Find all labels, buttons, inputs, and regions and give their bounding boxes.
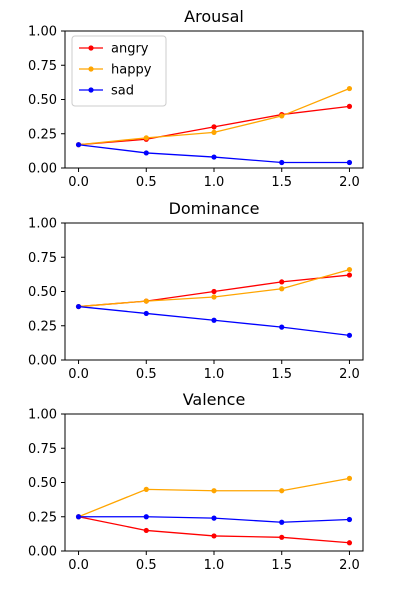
y-tick-label: 1.00	[28, 217, 57, 232]
data-point-happy	[211, 129, 217, 135]
y-tick-label: 1.00	[28, 408, 57, 423]
series-line-sad	[78, 144, 350, 164]
x-tick-label: 1.0	[204, 175, 225, 190]
y-tick-label: 0.75	[28, 59, 57, 74]
data-point-happy	[279, 488, 285, 494]
x-tick-label: 0.5	[136, 558, 157, 573]
data-point-happy	[346, 85, 353, 92]
data-point-sad	[211, 154, 217, 160]
x-tick-label: 1.0	[204, 558, 225, 573]
data-point-sad	[279, 324, 285, 330]
x-tick-label: 2.0	[339, 367, 360, 382]
x-tick-label: 1.5	[271, 175, 292, 190]
series-line-happy	[78, 268, 350, 308]
legend-label: angry	[111, 42, 149, 57]
data-point-sad	[143, 514, 149, 520]
chart-title: Dominance	[169, 199, 260, 218]
data-point-sad	[143, 150, 149, 156]
data-point-happy	[346, 475, 353, 481]
x-tick-label: 0.5	[136, 175, 157, 190]
data-point-angry	[346, 540, 353, 546]
x-tick-label: 1.5	[271, 367, 292, 382]
legend-label: sad	[111, 84, 134, 99]
data-point-happy	[211, 294, 217, 300]
data-point-sad	[346, 332, 353, 338]
data-point-happy	[279, 286, 285, 292]
data-point-sad	[211, 515, 217, 521]
x-tick-label: 2.0	[339, 558, 360, 573]
data-point-sad	[75, 514, 82, 520]
x-tick-label: 1.0	[204, 367, 225, 382]
y-tick-label: 0.25	[28, 127, 57, 142]
x-tick-label: 0.0	[68, 175, 89, 190]
y-tick-label: 0.00	[28, 354, 57, 369]
data-point-sad	[75, 303, 82, 310]
chart-panel: Dominance 0.0 0.5 1.0 1.5 2.0 0.00 0.25 0.50 0.75…	[28, 199, 364, 382]
y-tick-label: 0.25	[28, 319, 57, 334]
data-point-angry	[211, 533, 217, 539]
legend-label: happy	[111, 63, 152, 78]
y-tick-label: 0.75	[28, 251, 57, 266]
data-point-angry	[279, 279, 285, 285]
y-tick-label: 1.00	[28, 25, 57, 40]
legend-swatch-marker	[88, 66, 94, 72]
data-point-happy	[143, 486, 149, 492]
data-point-angry	[346, 103, 353, 109]
data-point-sad	[75, 142, 82, 148]
data-point-sad	[211, 317, 217, 323]
y-tick-label: 0.50	[28, 285, 57, 300]
x-tick-label: 2.0	[339, 175, 360, 190]
y-tick-label: 0.25	[28, 510, 57, 525]
chart-title: Arousal	[184, 7, 244, 26]
data-point-sad	[346, 516, 353, 523]
data-point-angry	[346, 272, 353, 278]
data-point-happy	[211, 488, 217, 494]
y-tick-label: 0.00	[28, 162, 57, 177]
y-tick-label: 0.50	[28, 476, 57, 491]
x-tick-label: 0.5	[136, 367, 157, 382]
series-line-happy	[78, 477, 350, 518]
data-point-sad	[143, 310, 149, 317]
legend: angry happy sad	[71, 35, 167, 107]
data-point-sad	[279, 519, 285, 525]
data-point-happy	[143, 135, 149, 141]
data-point-angry	[143, 527, 149, 534]
y-tick-label: 0.00	[28, 545, 57, 560]
data-point-happy	[143, 298, 149, 304]
y-tick-label: 0.75	[28, 442, 57, 457]
data-point-sad	[346, 159, 353, 166]
data-point-angry	[279, 534, 285, 540]
data-point-angry	[211, 124, 217, 130]
axes-frame	[64, 413, 364, 552]
data-point-angry	[211, 288, 217, 295]
data-point-sad	[279, 159, 285, 166]
legend-swatch-marker	[88, 45, 94, 51]
chart-title: Valence	[183, 390, 246, 409]
legend-swatch-marker	[88, 87, 94, 93]
legend-box	[71, 35, 167, 107]
x-tick-label: 0.0	[68, 558, 89, 573]
x-tick-label: 0.0	[68, 367, 89, 382]
x-tick-label: 1.5	[271, 558, 292, 573]
y-tick-label: 0.50	[28, 93, 57, 108]
data-point-happy	[279, 113, 285, 119]
data-point-happy	[346, 266, 353, 273]
chart-panel: Arousal 0.0 0.5 1.0 1.5 2.0 0.00 0.25 0.50 0.75 1.…	[28, 7, 364, 190]
chart-panel: Valence 0.0 0.5 1.0 1.5 2.0 0.00 0.25 0.50 0.75 1.…	[28, 390, 364, 573]
